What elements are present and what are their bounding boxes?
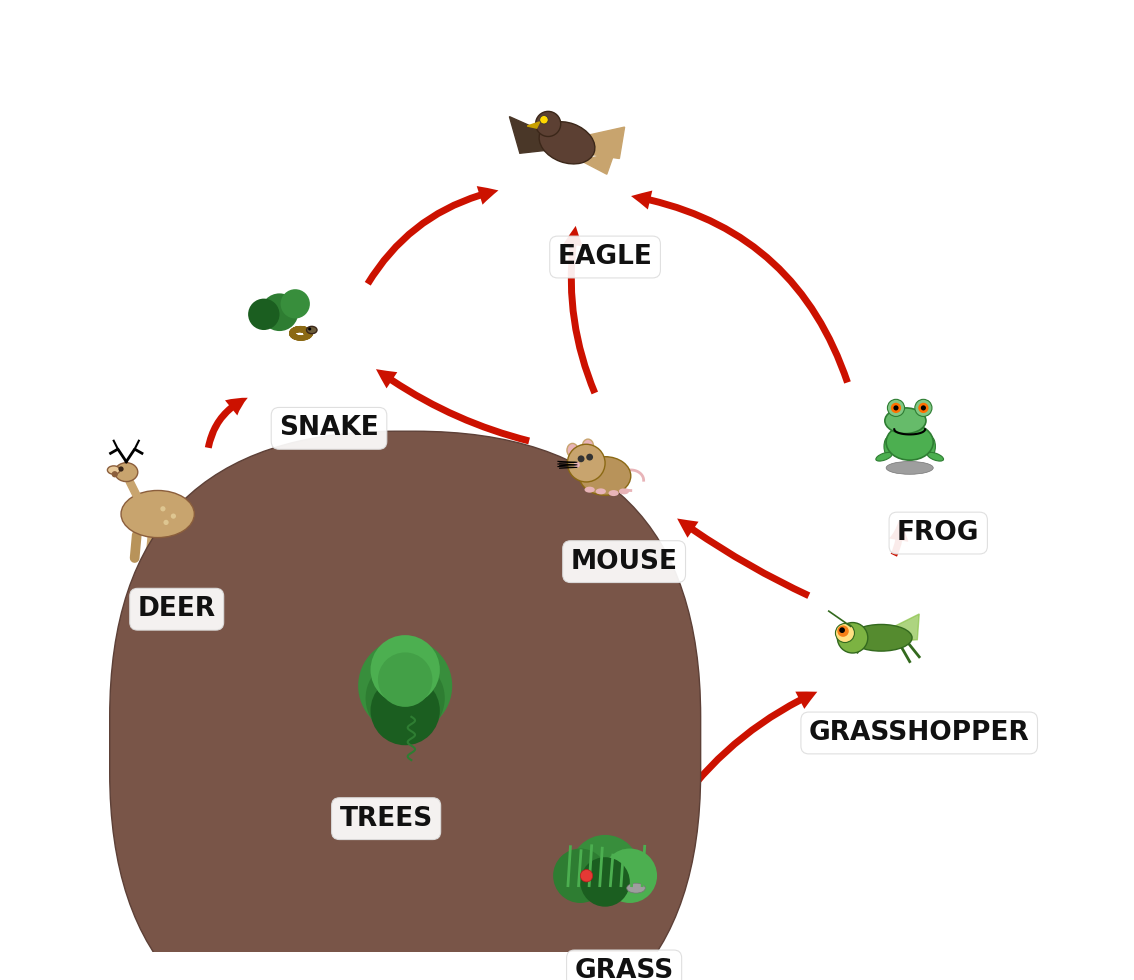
Ellipse shape [609, 490, 619, 496]
Circle shape [111, 471, 118, 477]
Circle shape [581, 858, 629, 906]
Ellipse shape [595, 488, 606, 494]
Ellipse shape [926, 437, 936, 456]
Circle shape [570, 835, 640, 905]
Ellipse shape [627, 883, 645, 893]
FancyArrowPatch shape [677, 518, 811, 599]
Polygon shape [573, 127, 625, 159]
FancyArrowPatch shape [593, 560, 612, 793]
Circle shape [358, 639, 452, 733]
FancyBboxPatch shape [110, 431, 701, 980]
Circle shape [535, 112, 560, 136]
Ellipse shape [885, 437, 892, 456]
Circle shape [891, 403, 902, 413]
Circle shape [586, 454, 593, 461]
Circle shape [371, 635, 440, 705]
Ellipse shape [928, 453, 943, 461]
Circle shape [553, 849, 608, 903]
Ellipse shape [108, 466, 120, 474]
FancyArrowPatch shape [225, 557, 344, 654]
Circle shape [894, 406, 898, 411]
Ellipse shape [306, 326, 318, 334]
Circle shape [160, 507, 166, 512]
Ellipse shape [584, 487, 595, 493]
Circle shape [280, 289, 310, 318]
Circle shape [163, 519, 169, 525]
Circle shape [839, 627, 845, 633]
Circle shape [540, 116, 548, 123]
Circle shape [577, 456, 584, 463]
Circle shape [602, 849, 657, 903]
FancyArrowPatch shape [365, 186, 499, 285]
Circle shape [888, 399, 905, 416]
Ellipse shape [885, 408, 926, 433]
FancyArrowPatch shape [376, 369, 530, 444]
Circle shape [118, 466, 124, 471]
Text: SNAKE: SNAKE [279, 416, 379, 441]
Circle shape [378, 653, 432, 707]
Ellipse shape [121, 490, 194, 538]
Ellipse shape [115, 463, 138, 481]
FancyArrowPatch shape [205, 398, 248, 449]
Circle shape [915, 399, 932, 416]
Circle shape [921, 406, 926, 411]
FancyArrowPatch shape [564, 226, 598, 394]
Text: FROG: FROG [897, 520, 980, 546]
Text: DEER: DEER [137, 596, 215, 622]
Circle shape [308, 327, 311, 330]
Ellipse shape [886, 424, 933, 461]
Text: GRASSHOPPER: GRASSHOPPER [809, 720, 1030, 746]
Ellipse shape [850, 624, 912, 651]
Circle shape [567, 444, 606, 482]
FancyArrowPatch shape [889, 520, 908, 557]
Ellipse shape [583, 439, 593, 453]
Ellipse shape [875, 453, 892, 461]
Circle shape [919, 403, 929, 413]
Circle shape [365, 659, 445, 738]
FancyArrowPatch shape [631, 190, 850, 383]
Circle shape [836, 623, 855, 643]
Circle shape [574, 462, 579, 467]
Circle shape [371, 676, 440, 745]
Ellipse shape [579, 457, 631, 495]
Polygon shape [527, 122, 540, 128]
Text: GRASS: GRASS [575, 957, 674, 980]
Ellipse shape [619, 488, 629, 494]
Circle shape [837, 622, 868, 653]
Polygon shape [126, 477, 142, 504]
Circle shape [171, 514, 176, 518]
Circle shape [837, 625, 848, 637]
Text: MOUSE: MOUSE [570, 549, 678, 574]
Ellipse shape [539, 122, 595, 164]
Text: TREES: TREES [339, 806, 433, 832]
Polygon shape [509, 117, 573, 153]
Circle shape [581, 869, 593, 882]
FancyArrowPatch shape [665, 692, 818, 822]
Ellipse shape [886, 462, 933, 474]
Polygon shape [583, 153, 615, 174]
Text: EAGLE: EAGLE [558, 244, 652, 270]
Circle shape [261, 293, 298, 331]
Circle shape [248, 299, 279, 330]
Ellipse shape [567, 443, 578, 457]
Polygon shape [881, 614, 920, 643]
